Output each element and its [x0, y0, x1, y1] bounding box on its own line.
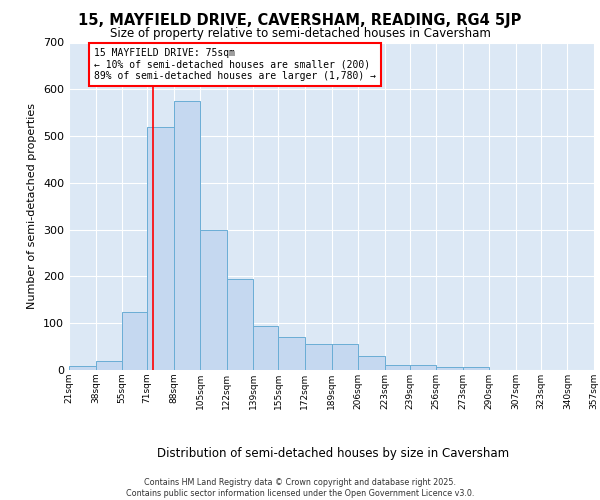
Bar	[385, 366, 410, 370]
Bar	[227, 279, 253, 370]
Bar	[173, 101, 200, 370]
Bar	[358, 356, 385, 370]
Text: 15 MAYFIELD DRIVE: 75sqm
← 10% of semi-detached houses are smaller (200)
89% of : 15 MAYFIELD DRIVE: 75sqm ← 10% of semi-d…	[94, 48, 376, 82]
Bar	[122, 312, 147, 370]
Bar	[463, 366, 490, 370]
Bar	[147, 126, 173, 370]
Bar	[253, 326, 278, 370]
Bar	[305, 344, 331, 370]
Bar	[200, 230, 227, 370]
Bar	[278, 337, 305, 370]
Text: Distribution of semi-detached houses by size in Caversham: Distribution of semi-detached houses by …	[157, 448, 509, 460]
Bar	[95, 360, 122, 370]
Text: 15, MAYFIELD DRIVE, CAVERSHAM, READING, RG4 5JP: 15, MAYFIELD DRIVE, CAVERSHAM, READING, …	[79, 12, 521, 28]
Text: Size of property relative to semi-detached houses in Caversham: Size of property relative to semi-detach…	[110, 28, 490, 40]
Bar	[436, 366, 463, 370]
Bar	[69, 366, 95, 370]
Bar	[410, 366, 436, 370]
Text: Contains HM Land Registry data © Crown copyright and database right 2025.
Contai: Contains HM Land Registry data © Crown c…	[126, 478, 474, 498]
Y-axis label: Number of semi-detached properties: Number of semi-detached properties	[28, 104, 37, 309]
Bar	[331, 344, 358, 370]
